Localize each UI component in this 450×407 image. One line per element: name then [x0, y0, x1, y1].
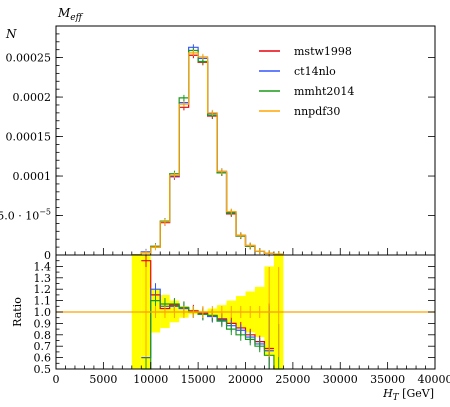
- y-tick-label-top: 5.0 · 10−5: [0, 208, 51, 223]
- legend-label-mstw1998: mstw1998: [294, 45, 352, 58]
- x-tick-label: 30000: [323, 373, 358, 386]
- series-nnpdf30-histogram: [131, 52, 284, 256]
- chart-title-sub: eff: [70, 13, 83, 23]
- y-tick-label-top: 0.00025: [6, 52, 52, 65]
- x-tick-label: 15000: [181, 373, 216, 386]
- chart-title-main: M: [57, 6, 71, 20]
- ratio-y-ticks: 0.50.60.70.80.91.01.11.21.31.4: [34, 260, 435, 376]
- y-tick-label-top: 0.0001: [13, 170, 52, 183]
- ratio-ct14nlo-line: [141, 288, 274, 359]
- x-axis-label-unit: [GeV]: [402, 387, 434, 400]
- ratio-plot: 0.50.60.70.80.91.01.11.21.31.4 0 5000 1000…: [34, 254, 450, 386]
- y-tick-label-top: 0.00015: [6, 131, 52, 144]
- y-tick-label-ratio: 1.0: [34, 306, 52, 319]
- x-tick-label: 10000: [133, 373, 168, 386]
- x-tick-label: 40000: [418, 373, 450, 386]
- ratio-series: [56, 255, 435, 370]
- y-tick-label-exponent: −5: [39, 208, 51, 217]
- y-tick-label-ratio: 1.2: [34, 283, 52, 296]
- y-axis-label-ratio: Ratio: [11, 297, 24, 327]
- y-tick-label-ratio: 0.9: [34, 317, 52, 330]
- x-axis-label: HT [GeV]: [382, 387, 434, 403]
- legend-label-nnpdf30: nnpdf30: [294, 105, 340, 118]
- x-tick-label: 0: [53, 373, 60, 386]
- y-axis-label-top: N: [5, 27, 17, 41]
- x-tick-label: 20000: [228, 373, 263, 386]
- y-tick-label-ratio: 0.5: [34, 363, 52, 376]
- x-tick-label: 5000: [89, 373, 117, 386]
- legend-label-mmht2014: mmht2014: [294, 85, 354, 98]
- legend-label-ct14nlo: ct14nlo: [294, 65, 336, 78]
- y-tick-label-ratio: 0.6: [34, 352, 52, 365]
- chart-title: Meff: [57, 6, 84, 23]
- x-tick-label: 35000: [370, 373, 405, 386]
- y-tick-label-ratio: 0.7: [34, 340, 52, 353]
- ratio-mmht2014-line: [141, 300, 284, 370]
- main-plot: 0 5.0 · 10−5 0.0001 0.00015 0.0002 0.00025: [0, 25, 436, 262]
- y-tick-label-ratio: 1.3: [34, 272, 52, 285]
- y-tick-label-ratio: 1.1: [34, 295, 52, 308]
- legend: mstw1998 ct14nlo mmht2014 nnpdf30: [259, 45, 354, 118]
- main-series: [131, 44, 284, 258]
- y-tick-label-ratio: 1.4: [34, 260, 52, 273]
- main-plot-frame: [55, 25, 436, 256]
- y-tick-label-top: 0.0002: [13, 91, 52, 104]
- ratio-x-ticks: 0 5000 10000 15000 20000 25000 30000 35000 40000: [53, 362, 450, 386]
- main-x-ticks: [55, 248, 436, 255]
- x-tick-label: 25000: [275, 373, 310, 386]
- y-tick-label-top: 0: [44, 249, 51, 262]
- x-axis-label-sub: T: [393, 393, 400, 403]
- main-y-ticks: 0 5.0 · 10−5 0.0001 0.00015 0.0002 0.00025: [0, 33, 435, 262]
- x-axis-label-main: H: [382, 387, 393, 400]
- y-tick-label-ratio: 0.8: [34, 329, 52, 342]
